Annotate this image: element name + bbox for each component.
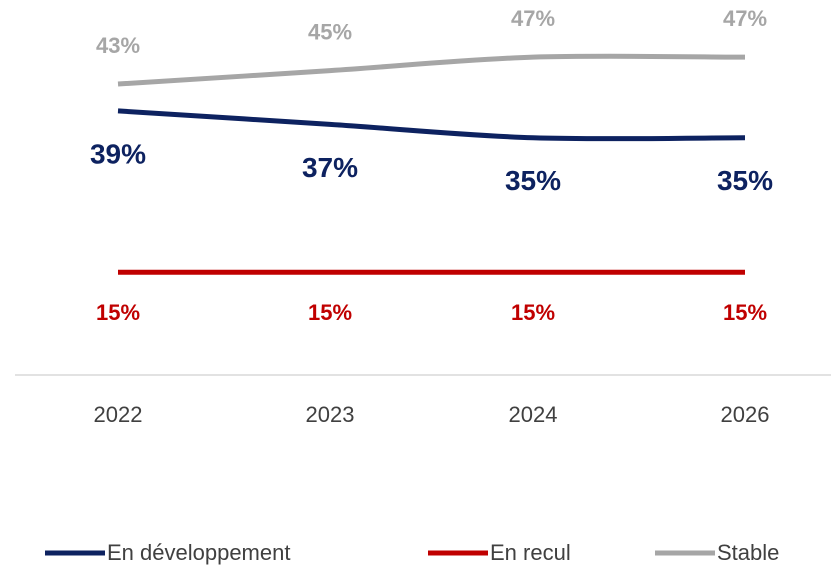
data-label: 15% [511, 300, 555, 325]
series-line [117, 53, 746, 87]
data-label: 35% [505, 165, 561, 196]
data-label: 15% [96, 300, 140, 325]
data-label: 15% [723, 300, 767, 325]
data-label: 39% [90, 138, 146, 169]
data-label: 45% [308, 19, 352, 44]
series-line [117, 108, 746, 142]
legend-label: En recul [490, 540, 571, 565]
data-label: 47% [723, 6, 767, 31]
legend-label: Stable [717, 540, 779, 565]
data-label: 35% [717, 165, 773, 196]
data-label: 37% [302, 152, 358, 183]
x-tick-label: 2022 [94, 402, 143, 427]
data-label: 15% [308, 300, 352, 325]
x-tick-label: 2024 [509, 402, 558, 427]
x-tick-label: 2023 [306, 402, 355, 427]
legend-label: En développement [107, 540, 290, 565]
data-label: 43% [96, 33, 140, 58]
x-tick-label: 2026 [721, 402, 770, 427]
data-label: 47% [511, 6, 555, 31]
